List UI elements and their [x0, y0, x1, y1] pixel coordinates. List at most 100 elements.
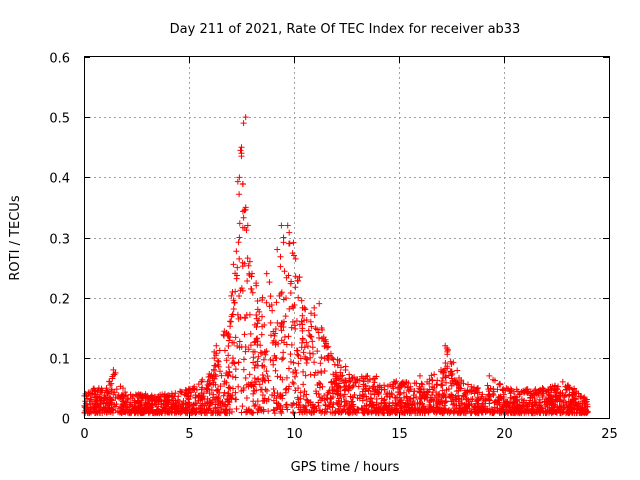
- data-point: [105, 408, 112, 415]
- data-point: [497, 381, 504, 388]
- grid: [84, 57, 609, 418]
- data-point: [278, 222, 285, 229]
- data-point: [162, 405, 169, 412]
- data-point: [478, 409, 485, 416]
- data-point: [303, 396, 310, 403]
- data-point: [251, 364, 258, 371]
- data-point: [287, 358, 294, 365]
- data-point: [106, 404, 113, 411]
- data-point: [313, 390, 320, 397]
- data-point: [215, 409, 222, 416]
- data-point: [412, 405, 419, 412]
- data-point: [212, 405, 219, 412]
- data-point: [456, 395, 463, 402]
- data-point: [263, 387, 270, 394]
- data-point: [274, 246, 281, 253]
- data-point: [249, 410, 256, 417]
- data-point: [199, 384, 206, 391]
- chart-title: Day 211 of 2021, Rate Of TEC Index for r…: [170, 22, 521, 37]
- data-point: [272, 367, 279, 374]
- data-point: [505, 410, 512, 417]
- data-point: [202, 400, 209, 407]
- data-point: [381, 410, 388, 417]
- data-point: [277, 403, 284, 410]
- data-point: [155, 393, 162, 400]
- data-point: [232, 366, 239, 373]
- data-point: [575, 390, 582, 397]
- data-point: [296, 402, 303, 409]
- data-point: [328, 379, 335, 386]
- data-point: [259, 372, 266, 379]
- data-point: [259, 378, 266, 385]
- data-point: [414, 399, 421, 406]
- data-point: [526, 400, 533, 407]
- data-point: [531, 387, 538, 394]
- data-point: [131, 403, 138, 410]
- data-point: [145, 395, 152, 402]
- data-point: [474, 407, 481, 414]
- data-point: [371, 391, 378, 398]
- data-point: [428, 404, 435, 411]
- data-point: [283, 295, 290, 302]
- data-point: [301, 304, 308, 311]
- data-point: [236, 338, 243, 345]
- data-point: [250, 383, 257, 390]
- data-point: [330, 378, 337, 385]
- data-point: [486, 400, 493, 407]
- data-point: [192, 392, 199, 399]
- data-point: [324, 344, 331, 351]
- data-point: [258, 331, 265, 338]
- data-point: [301, 317, 308, 324]
- data-point: [233, 396, 240, 403]
- data-point: [93, 394, 100, 401]
- data-point: [119, 385, 126, 392]
- data-point: [312, 388, 319, 395]
- data-point: [342, 402, 349, 409]
- x-tick-label: 5: [185, 427, 193, 442]
- data-point: [442, 342, 449, 349]
- data-point: [324, 405, 331, 412]
- data-point: [197, 394, 204, 401]
- data-point: [245, 262, 252, 269]
- y-tick-label: 0.3: [49, 233, 70, 248]
- x-tick-label: 25: [601, 427, 618, 442]
- data-point: [120, 402, 127, 409]
- data-point: [428, 372, 435, 379]
- data-point: [173, 400, 180, 407]
- data-point: [546, 398, 553, 405]
- data-point: [86, 398, 93, 405]
- data-point: [300, 368, 307, 375]
- data-point: [437, 401, 444, 408]
- data-point: [317, 360, 324, 367]
- data-point: [363, 403, 370, 410]
- data-point: [302, 372, 309, 379]
- data-point: [384, 407, 391, 413]
- data-point: [500, 396, 507, 403]
- data-point: [119, 394, 126, 401]
- data-point: [316, 334, 323, 341]
- data-point: [380, 405, 387, 412]
- data-point: [393, 378, 400, 385]
- data-point: [486, 394, 493, 401]
- data-point: [356, 392, 363, 399]
- data-point: [232, 288, 239, 295]
- data-point: [362, 388, 369, 395]
- data-point: [444, 363, 451, 370]
- data-point: [226, 406, 233, 413]
- x-tick-label: 0: [80, 427, 88, 442]
- data-point: [342, 363, 349, 370]
- data-point: [224, 398, 231, 405]
- data-point: [562, 392, 569, 399]
- data-point: [165, 399, 172, 406]
- data-point: [309, 344, 316, 351]
- data-point: [321, 410, 328, 417]
- data-point: [350, 403, 357, 410]
- data-point: [230, 261, 237, 268]
- data-point: [453, 388, 460, 395]
- data-point: [236, 174, 243, 181]
- data-point: [150, 409, 157, 416]
- data-point: [277, 393, 284, 400]
- data-point: [504, 385, 511, 392]
- data-point: [253, 324, 260, 331]
